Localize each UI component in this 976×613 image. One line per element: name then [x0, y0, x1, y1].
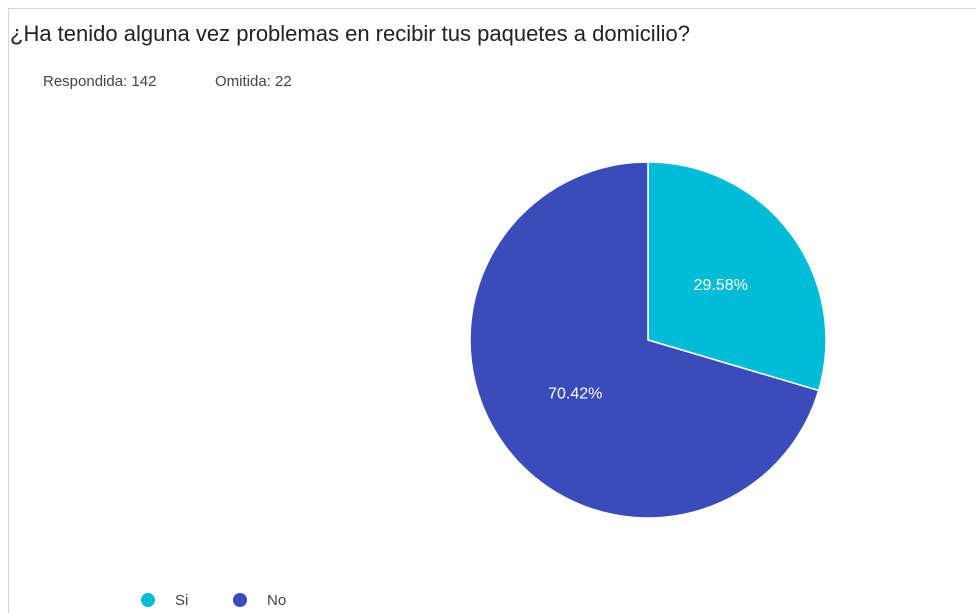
- slice-label: 70.42%: [548, 386, 602, 403]
- legend-label: No: [267, 592, 286, 609]
- skipped-count: Omitida: 22: [215, 73, 292, 90]
- legend-swatch: [233, 593, 247, 607]
- pie-slice: [647, 161, 827, 392]
- pie-slice: [469, 161, 820, 519]
- legend-swatch: [141, 593, 155, 607]
- chart-title: ¿Ha tenido alguna vez problemas en recib…: [10, 21, 690, 46]
- legend-label: Si: [175, 592, 188, 609]
- slice-label: 29.58%: [694, 277, 748, 294]
- answered-count: Respondida: 142: [43, 73, 156, 90]
